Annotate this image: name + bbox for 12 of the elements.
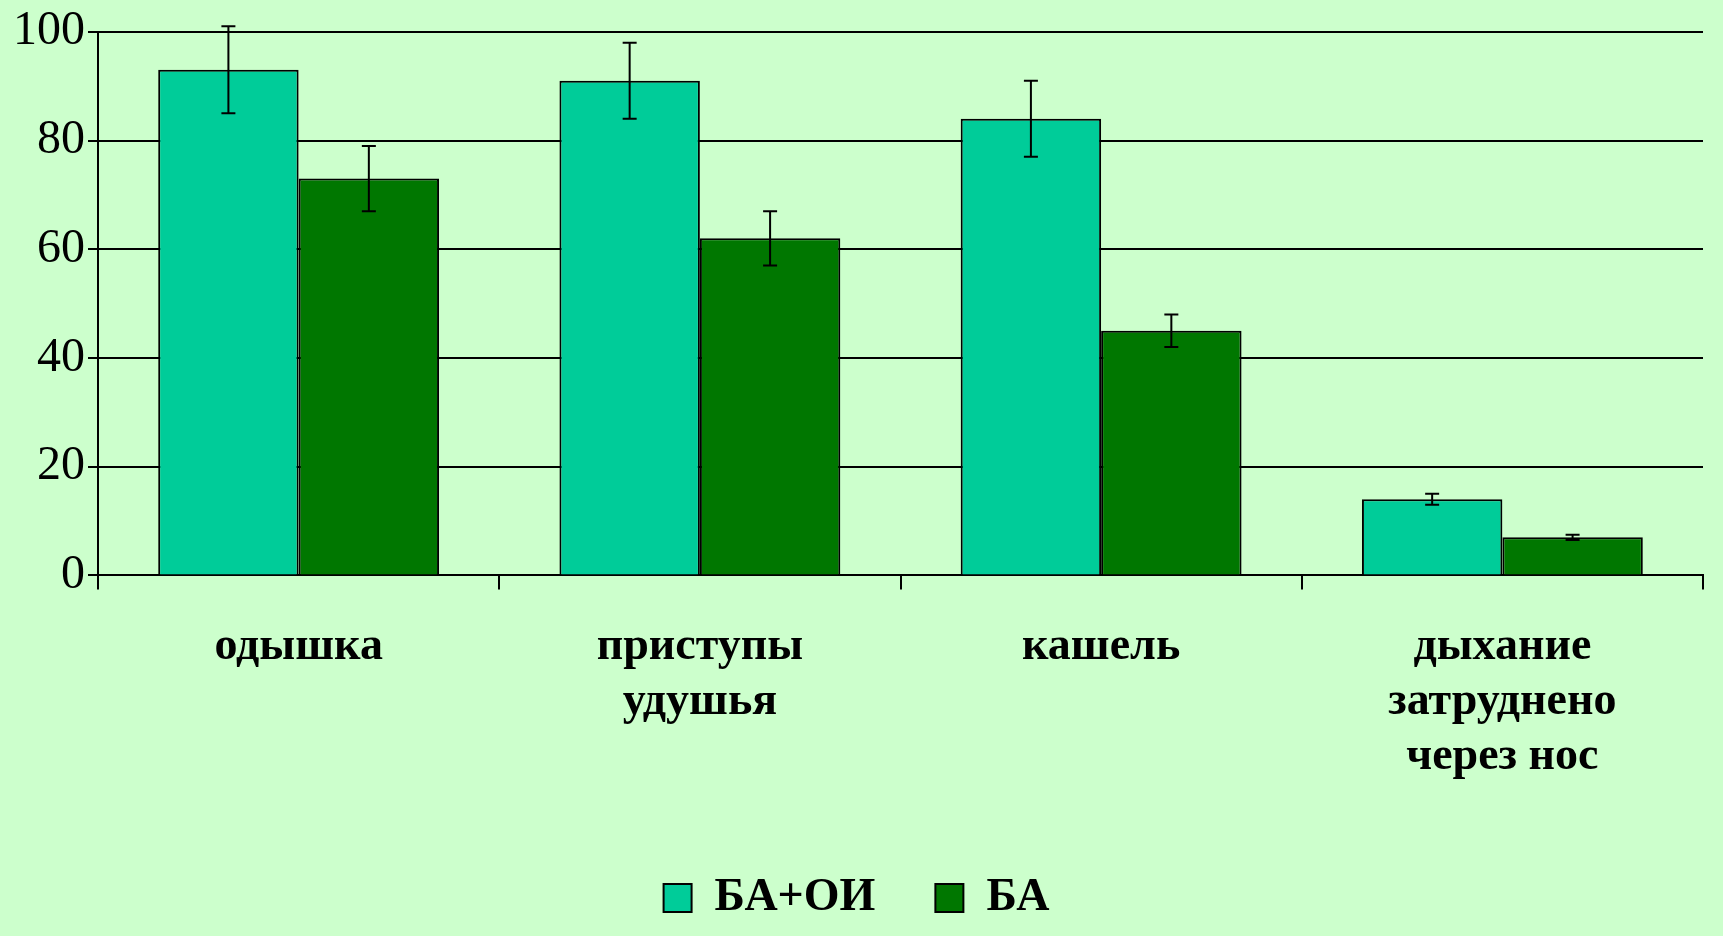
y-tick-label: 80 [37, 110, 85, 164]
x-tick-label: дыхание затруднено через нос [1388, 617, 1617, 780]
x-tick-label: кашель [1022, 617, 1181, 669]
y-tick-label: 0 [61, 545, 85, 599]
legend-label: БА+ОИ [714, 868, 876, 920]
legend-label: БА [986, 868, 1050, 920]
y-tick-label: 60 [37, 218, 85, 272]
y-tick-label: 20 [37, 436, 85, 490]
x-tick-label: приступы удушья [596, 617, 804, 725]
y-tick-label: 40 [37, 327, 85, 381]
y-tick-label: 100 [13, 1, 85, 55]
x-tick-label: одышка [214, 617, 383, 669]
